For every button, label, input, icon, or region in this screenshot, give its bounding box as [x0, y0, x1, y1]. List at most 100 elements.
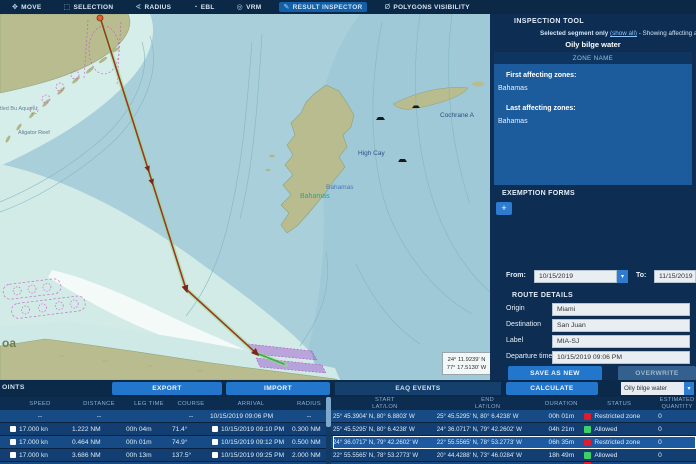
- col-duration: DURATION: [545, 400, 578, 407]
- cell-status: Allowed: [594, 425, 618, 433]
- event-row[interactable]: 25° 45.3904' N, 80° 6.8803' W 25° 45.529…: [333, 410, 696, 423]
- cell-speed: 17.000 kn: [19, 451, 48, 459]
- cell-start: 22° 55.5565' N, 78° 53.2773' W: [333, 451, 419, 459]
- ebl-icon: ◔: [193, 3, 198, 11]
- speed-checkbox[interactable]: [10, 452, 16, 458]
- origin-input[interactable]: [552, 303, 690, 316]
- waypoint-row[interactable]: 17.000 kn 3.686 NM 00h 13m 137.5° 10/15/…: [0, 449, 333, 462]
- cell-course: --: [188, 412, 194, 420]
- events-panel: EAQ EVENTS CALCULATE Oily bilge water ▾ …: [333, 380, 696, 464]
- cell-radius: 0.300 NM: [292, 425, 321, 433]
- col-course: COURSE: [177, 400, 205, 407]
- waypoint-row[interactable]: 17.000 kn 1.222 NM 00h 04m 71.4° 10/15/2…: [0, 423, 333, 436]
- overwrite-button[interactable]: OVERWRITE: [618, 366, 696, 381]
- substance-dropdown-value: Oily bilge water: [621, 382, 684, 395]
- waypoint-markers[interactable]: [144, 165, 261, 358]
- cell-distance: 3.686 NM: [72, 451, 101, 459]
- nautical-chart[interactable]: Cochrane A High Cay Bahamas Bahamas oa A…: [0, 14, 490, 380]
- cell-end: 22° 55.5565' N, 78° 53.2773' W: [436, 438, 522, 446]
- cell-duration: 06h 35m: [548, 438, 575, 446]
- depth-contours: [0, 14, 490, 347]
- waypoint-row[interactable]: -- -- -- 10/15/2019 09:06 PM --: [0, 410, 333, 423]
- cell-status: Restricted zone: [594, 438, 641, 446]
- status-restricted-icon: [584, 412, 592, 420]
- toolbar-label: RADIUS: [144, 3, 172, 11]
- bottom-tables: OINTS EXPORT IMPORT SPEED DISTANCE LEG T…: [0, 380, 696, 464]
- cell-end: 20° 44.4288' N, 73° 46.0284' W: [436, 451, 522, 459]
- toolbar-item-polygons-visibility[interactable]: Ø POLYGONS VISIBILITY: [381, 3, 474, 12]
- arrival-checkbox[interactable]: [212, 452, 218, 458]
- col-leg-time: LEG TIME: [134, 400, 164, 407]
- col-status: STATUS: [607, 400, 632, 407]
- event-row[interactable]: 22° 55.5565' N, 78° 53.2773' W 20° 44.42…: [333, 449, 696, 462]
- status-restricted-icon: [584, 438, 592, 446]
- cell-arrival: 10/15/2019 09:12 PM: [221, 438, 285, 446]
- florida-keys-islands: [5, 47, 120, 143]
- waypoints-scrollbar[interactable]: [326, 397, 331, 464]
- save-as-new-button[interactable]: SAVE AS NEW: [508, 366, 602, 381]
- scrollbar-thumb[interactable]: [326, 397, 331, 427]
- waypoints-panel: OINTS EXPORT IMPORT SPEED DISTANCE LEG T…: [0, 380, 333, 464]
- cell-arrival: 10/15/2019 09:25 PM: [221, 451, 285, 459]
- from-date-input[interactable]: 10/15/2019: [534, 270, 617, 283]
- event-row-selected[interactable]: 24° 36.0717' N, 79° 42.2602' W 22° 55.55…: [333, 436, 696, 449]
- eaq-events-title: EAQ EVENTS: [335, 382, 501, 395]
- cell-speed: --: [37, 412, 43, 420]
- cell-quantity: 0: [658, 438, 662, 446]
- cell-status: Restricted zone: [594, 412, 641, 420]
- small-cay: [265, 169, 271, 171]
- small-cay: [269, 154, 275, 158]
- event-row[interactable]: 25° 45.5295' N, 80° 6.4238' W 24° 36.071…: [333, 423, 696, 436]
- route-details-title: ROUTE DETAILS: [512, 292, 574, 299]
- speed-checkbox[interactable]: [10, 439, 16, 445]
- cell-radius: --: [306, 412, 312, 420]
- toolbar-item-vrm[interactable]: ◎ VRM: [233, 2, 266, 12]
- radius-icon: ∢: [135, 4, 142, 11]
- cell-radius: 2.000 NM: [292, 451, 321, 459]
- cuba-cays: [59, 355, 203, 372]
- andros-island: [280, 84, 355, 234]
- toolbar-item-selection[interactable]: ⬚ SELECTION: [60, 2, 118, 12]
- waypoints-title: OINTS: [2, 384, 25, 391]
- move-icon: ✥: [12, 4, 19, 11]
- result-inspector-icon: ✎: [283, 4, 290, 11]
- last-affecting-zones-label: Last affecting zones:: [506, 105, 576, 112]
- add-exemption-button[interactable]: +: [496, 202, 512, 215]
- show-all-link[interactable]: (show all): [610, 30, 637, 37]
- chart-canvas: [0, 14, 490, 380]
- toolbar-item-result-inspector[interactable]: ✎ RESULT INSPECTOR: [279, 2, 367, 12]
- destination-row: Destination: [490, 319, 696, 332]
- cell-speed: 17.000 kn: [19, 425, 48, 433]
- cell-leg-time: 00h 13m: [126, 451, 152, 459]
- departure-time-row: Departure time: [490, 351, 696, 364]
- toolbar-item-ebl[interactable]: ◔ EBL: [189, 3, 218, 12]
- toolbar-label: MOVE: [21, 3, 42, 11]
- waypoint-row[interactable]: 17.000 kn 0.464 NM 00h 01m 74.9° 10/15/2…: [0, 436, 333, 449]
- cell-radius: 0.500 NM: [292, 438, 321, 446]
- events-header-row: START LAT/LON END LAT/LON DURATION STATUS …: [333, 397, 696, 410]
- export-button[interactable]: EXPORT: [112, 382, 222, 395]
- selected-segment-text: Selected segment only: [540, 30, 610, 37]
- inspection-subtitle: Selected segment only (show all) - Showi…: [540, 30, 696, 37]
- import-button[interactable]: IMPORT: [226, 382, 330, 395]
- status-restricted-icon: [584, 462, 592, 464]
- label-input[interactable]: [552, 335, 690, 348]
- departure-time-label: Departure time: [506, 353, 553, 360]
- toolbar-label: RESULT INSPECTOR: [292, 3, 363, 11]
- arrival-checkbox[interactable]: [212, 426, 218, 432]
- cell-end: 24° 36.0717' N, 79° 42.2602' W: [436, 425, 522, 433]
- calculate-button[interactable]: CALCULATE: [506, 382, 598, 395]
- cell-speed: 17.000 kn: [19, 438, 48, 446]
- speed-checkbox[interactable]: [10, 426, 16, 432]
- col-radius: RADIUS: [296, 400, 322, 407]
- destination-input[interactable]: [552, 319, 690, 332]
- arrival-checkbox[interactable]: [212, 439, 218, 445]
- departure-time-input[interactable]: [552, 351, 690, 364]
- substance-dropdown[interactable]: Oily bilge water ▾: [621, 382, 694, 395]
- from-date-dropdown-icon[interactable]: ▾: [617, 270, 628, 283]
- to-date-input[interactable]: 11/15/2019: [654, 270, 696, 283]
- toolbar-item-radius[interactable]: ∢ RADIUS: [131, 2, 175, 12]
- toolbar-item-move[interactable]: ✥ MOVE: [8, 2, 46, 12]
- route-origin-marker[interactable]: [96, 14, 104, 22]
- last-affecting-zones-value: Bahamas: [498, 118, 528, 125]
